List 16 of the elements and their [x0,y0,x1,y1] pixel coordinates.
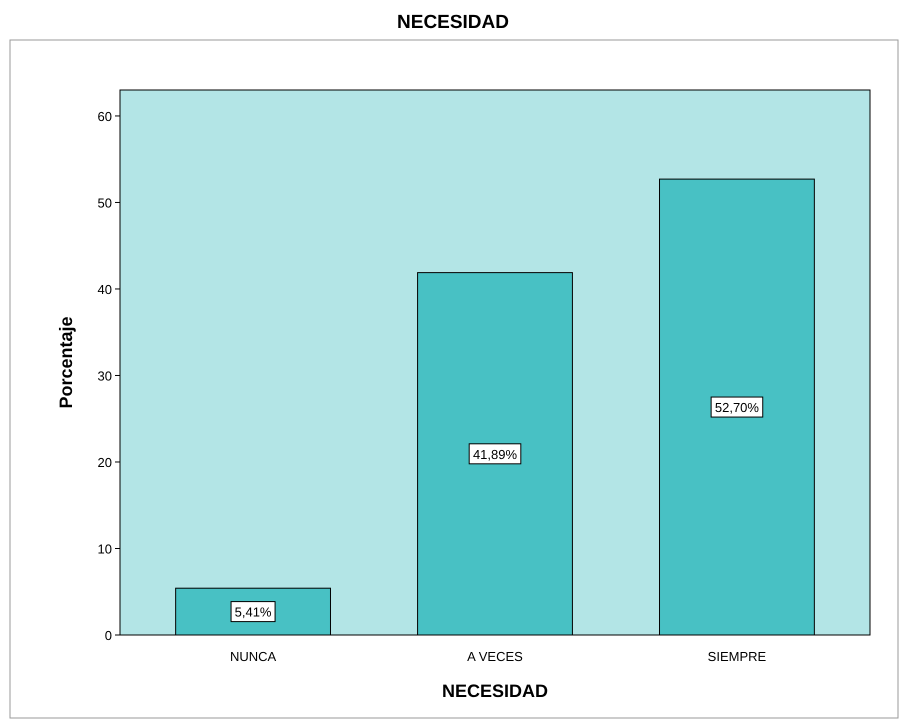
x-axis-title: NECESIDAD [442,681,548,701]
data-label: 41,89% [472,446,518,462]
x-tick-label: SIEMPRE [708,649,767,664]
y-tick-label: 20 [98,454,112,470]
y-tick-label: 50 [98,195,112,210]
y-tick-label: 10 [98,541,112,556]
chart-title: NECESIDAD [397,12,509,33]
data-label: 52,70% [714,400,760,416]
y-axis-title: Porcentaje [56,316,76,409]
y-tick-label: 30 [98,368,112,384]
y-tick-label: 40 [98,282,112,297]
x-tick-label: NUNCA [230,649,276,664]
x-tick-label: A VECES [467,649,524,664]
data-label: 5,41% [234,604,272,620]
y-tick-label: 60 [98,108,112,124]
y-tick-label: 0 [104,628,112,643]
